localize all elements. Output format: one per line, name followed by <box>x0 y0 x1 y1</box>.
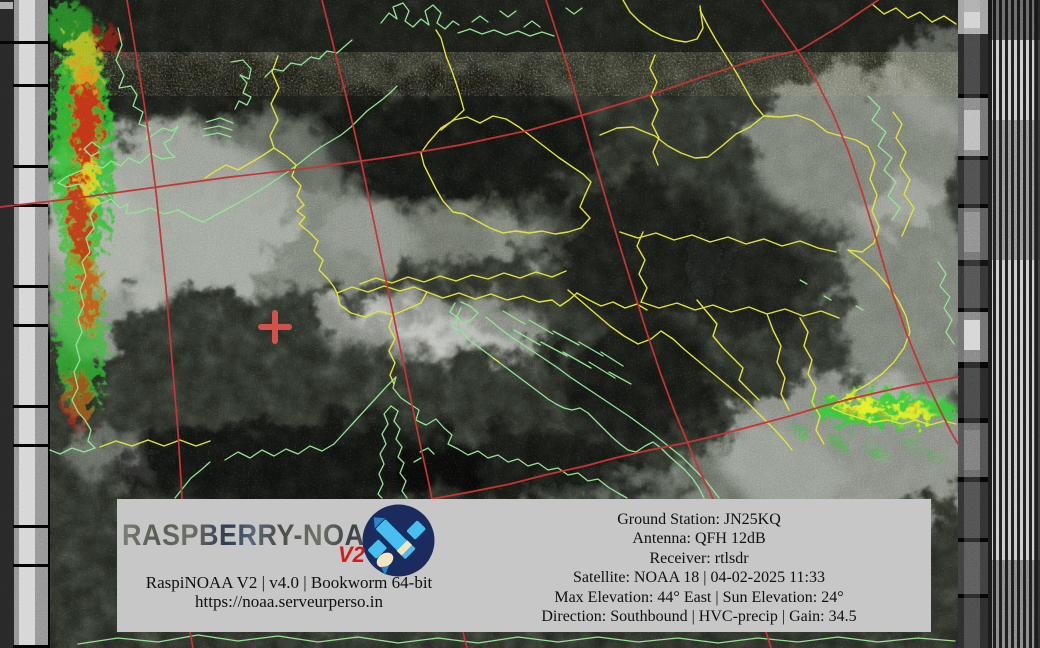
receiver-line: Receiver: rtlsdr <box>649 549 749 567</box>
info-overlay: RASPBERRY-NOAA V2 RaspiNOAA <box>117 499 931 632</box>
left-telemetry-band <box>0 0 48 648</box>
elevation-line: Max Elevation: 44° East | Sun Elevation:… <box>554 588 844 606</box>
station-info-block: Ground Station: JN25KQ Antenna: QFH 12dB… <box>473 510 925 626</box>
right-sync-stripes-band <box>988 0 1040 648</box>
build-info: RaspiNOAA V2 | v4.0 | Bookworm 64-bit <box>145 573 433 592</box>
direction-line: Direction: Southbound | HVC-precip | Gai… <box>541 608 857 626</box>
ground-station-marker <box>258 310 292 344</box>
satellite-line: Satellite: NOAA 18 | 04-02-2025 11:33 <box>573 569 825 587</box>
station-url: https://noaa.serveurperso.in <box>195 592 383 611</box>
ground-station-line: Ground Station: JN25KQ <box>617 511 781 528</box>
satellite-logo-icon <box>361 503 436 578</box>
branding-block: RASPBERRY-NOAA V2 RaspiNOAA <box>117 499 462 632</box>
country-borders <box>99 0 957 451</box>
right-telemetry-band <box>958 0 988 648</box>
v2-badge: V2 <box>338 542 365 567</box>
raspberry-noaa-logo-text: RASPBERRY-NOAA <box>122 518 385 552</box>
coastlines <box>49 2 956 645</box>
graticule-lines <box>0 0 959 648</box>
build-info-block: RaspiNOAA V2 | v4.0 | Bookworm 64-bit ht… <box>131 573 447 611</box>
antenna-line: Antenna: QFH 12dB <box>632 530 766 548</box>
